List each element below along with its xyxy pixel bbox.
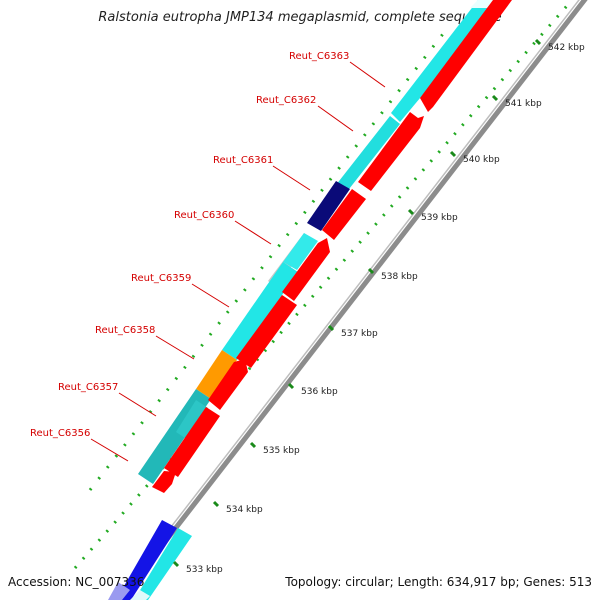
tick-label: 539 kbp [421,213,458,223]
gene-label[interactable]: Reut_C6357 [58,382,118,393]
gene-label[interactable]: Reut_C6360 [174,210,234,221]
gene-arrow-forward-cyan-light[interactable] [130,590,150,600]
tick-mark [327,324,335,332]
gene-label[interactable]: Reut_C6363 [289,51,349,62]
outer-dotted-track [73,0,574,569]
gene-label[interactable]: Reut_C6359 [131,273,191,284]
gene-arrow-forward-7[interactable] [164,407,220,477]
gene-segment-cyan-2[interactable] [332,116,400,198]
tick-label: 542 kbp [548,43,585,53]
gene-segment-cyan-3[interactable] [222,262,298,360]
gene-arrow-forward-8[interactable] [152,471,176,493]
gene-arrow-forward-4[interactable] [282,238,330,301]
map-title: Ralstonia eutropha JMP134 megaplasmid, c… [98,10,502,25]
tick-mark [491,94,499,102]
tick-label: 538 kbp [381,272,418,282]
gene-label[interactable]: Reut_C6356 [30,428,90,439]
gene-segment-cyan-4[interactable] [283,233,318,270]
gene-segment-navy[interactable] [307,181,350,231]
tick-label: 540 kbp [463,155,500,165]
gene-label-leader-line [317,105,354,132]
gene-arrow-forward-3[interactable] [322,189,366,240]
gene-arrow-forward-cyan[interactable] [134,528,192,600]
tick-mark [212,500,220,508]
tick-mark [367,267,375,275]
gene-label-leader-line [155,335,195,360]
tick-mark [534,38,542,46]
forward-strand-genes [130,0,512,600]
tick-label: 537 kbp [341,329,378,339]
topology-summary-text: Topology: circular; Length: 634,917 bp; … [285,575,592,589]
tick-label: 534 kbp [226,505,263,515]
tick-label: 536 kbp [301,387,338,397]
gene-label-leader-line [272,165,311,191]
gene-label[interactable]: Reut_C6362 [256,95,316,106]
gene-arrow-forward-1[interactable] [420,0,512,112]
gene-label[interactable]: Reut_C6361 [213,155,273,166]
accession-text: Accession: NC_007336 [8,575,145,589]
backbone-line [115,0,588,600]
gene-label-layer: Reut_C6363 Reut_C6362 Reut_C6361 Reut_C6360… [30,51,386,462]
gene-arrow-forward-2[interactable] [358,112,424,191]
gene-arrow-forward-5[interactable] [236,295,297,368]
tick-mark [449,150,457,158]
gene-label-leader-line [234,220,272,245]
gene-segment-blue-light[interactable] [108,582,130,600]
gene-label-leader-line [349,61,386,88]
tick-label: 541 kbp [505,99,542,109]
tick-label: 533 kbp [186,565,223,575]
gene-segment-blue[interactable] [116,520,177,600]
tick-label: 535 kbp [263,446,300,456]
gene-segment-orange[interactable] [196,350,237,399]
gene-label-leader-line [90,438,129,462]
gene-segment-teal-light[interactable] [176,400,208,440]
gene-label-leader-line [191,283,230,308]
gene-label[interactable]: Reut_C6358 [95,325,155,336]
tick-mark [407,208,415,216]
tick-mark [172,560,180,568]
tick-mark [249,441,257,449]
tick-ruler: 533 kbp 534 kbp 535 kbp 536 kbp 537 kbp 538 k… [172,38,585,575]
tick-mark [287,382,295,390]
gene-arrow-forward-6[interactable] [208,359,248,410]
gene-label-leader-line [118,392,157,417]
